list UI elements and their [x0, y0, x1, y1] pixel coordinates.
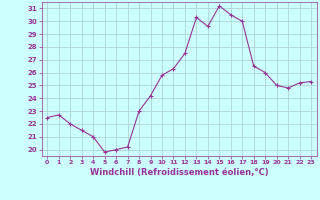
- X-axis label: Windchill (Refroidissement éolien,°C): Windchill (Refroidissement éolien,°C): [90, 168, 268, 177]
